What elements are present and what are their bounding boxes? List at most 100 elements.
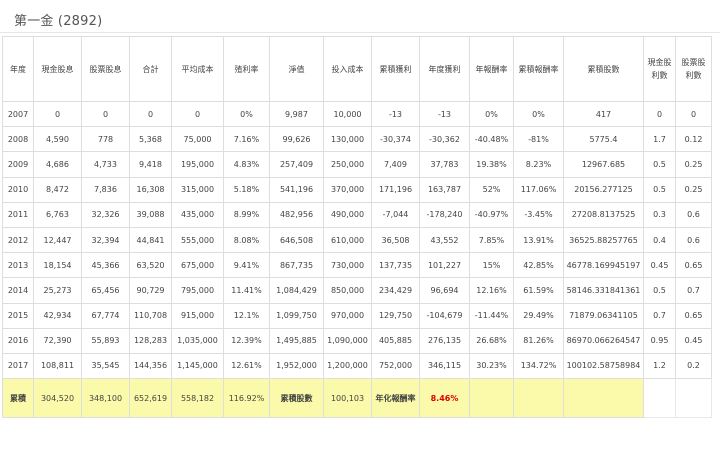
cell-cash-dividend: 8,472 — [33, 176, 82, 203]
col-header-cumulative-profit: 累積獲利 — [371, 36, 420, 102]
cell-stock-dividend: 55,893 — [81, 327, 130, 354]
cell-invested: 1,200,000 — [323, 352, 372, 380]
cell-avg-cost: 435,000 — [171, 201, 224, 228]
total-avg-cost: 558,182 — [171, 378, 224, 419]
cell-cumulative-shares: 36525.88257765 — [563, 226, 644, 254]
total-cash-dividend: 304,520 — [33, 378, 82, 419]
cell-annual-return: 7.85% — [469, 226, 514, 254]
cell-annual-return: 52% — [469, 176, 514, 203]
cell-stock-dividend-count: 0.25 — [675, 176, 712, 203]
cell-cumulative-return: -81% — [513, 126, 564, 153]
cell-cash-dividend-count: 0.4 — [643, 226, 676, 254]
cell-year: 2009 — [2, 151, 34, 178]
cell-invested: 850,000 — [323, 277, 372, 304]
cell-total: 16,308 — [129, 176, 172, 203]
cell-stock-dividend-count: 0 — [675, 100, 712, 128]
cell-total: 128,283 — [129, 327, 172, 354]
cell-stock-dividend: 32,394 — [81, 226, 130, 254]
cell-yield: 12.1% — [223, 302, 270, 329]
cell-cash-dividend: 4,590 — [33, 126, 82, 153]
cell-cash-dividend: 0 — [33, 100, 82, 128]
total-yield: 116.92% — [223, 378, 270, 419]
cell-annual-return: 26.68% — [469, 327, 514, 354]
cell-net-value: 257,409 — [269, 151, 324, 178]
total-shares-label: 累積股數 — [269, 378, 324, 419]
cell-annual-return: -11.44% — [469, 302, 514, 329]
cell-stock-dividend-count: 0.45 — [675, 327, 712, 354]
cell-total: 9,418 — [129, 151, 172, 178]
cell-cumulative-profit: 36,508 — [371, 226, 420, 254]
col-header-avg-cost: 平均成本 — [171, 36, 224, 102]
cell-cash-dividend: 4,686 — [33, 151, 82, 178]
total-empty-cell — [513, 378, 564, 419]
cell-cumulative-shares: 100102.58758984 — [563, 352, 644, 380]
cell-avg-cost: 0 — [171, 100, 224, 128]
cell-cumulative-profit: -30,374 — [371, 126, 420, 153]
total-annualized-label: 年化報酬率 — [371, 378, 420, 419]
cell-annual-return: 12.16% — [469, 277, 514, 304]
total-shares-value: 100,103 — [323, 378, 372, 419]
cell-stock-dividend: 778 — [81, 126, 130, 153]
cell-avg-cost: 1,035,000 — [171, 327, 224, 354]
cell-yield: 9.41% — [223, 252, 270, 279]
col-header-cumulative-shares: 累積股數 — [563, 36, 644, 102]
cell-yield: 7.16% — [223, 126, 270, 153]
cell-year: 2010 — [2, 176, 34, 203]
cell-total: 39,088 — [129, 201, 172, 228]
cell-cumulative-return: 42.85% — [513, 252, 564, 279]
cell-invested: 250,000 — [323, 151, 372, 178]
cell-annual-return: 15% — [469, 252, 514, 279]
cell-avg-cost: 915,000 — [171, 302, 224, 329]
total-stock-dividend: 348,100 — [81, 378, 130, 419]
cell-yield: 8.08% — [223, 226, 270, 254]
cell-cumulative-shares: 5775.4 — [563, 126, 644, 153]
cell-net-value: 1,099,750 — [269, 302, 324, 329]
cell-annual-profit: 163,787 — [419, 176, 470, 203]
table-row: 2017 108,811 35,545 144,356 1,145,000 12… — [2, 352, 712, 380]
table-row: 2015 42,934 67,774 110,708 915,000 12.1%… — [2, 302, 712, 329]
cell-total: 5,368 — [129, 126, 172, 153]
cell-year: 2014 — [2, 277, 34, 304]
cell-cash-dividend-count: 0.5 — [643, 176, 676, 203]
cell-cash-dividend-count: 0.95 — [643, 327, 676, 354]
cell-stock-dividend: 45,366 — [81, 252, 130, 279]
cell-cumulative-shares: 12967.685 — [563, 151, 644, 178]
cell-cash-dividend: 6,763 — [33, 201, 82, 228]
cell-cash-dividend: 42,934 — [33, 302, 82, 329]
cell-net-value: 867,735 — [269, 252, 324, 279]
cell-yield: 4.83% — [223, 151, 270, 178]
cell-annual-profit: 37,783 — [419, 151, 470, 178]
cell-net-value: 1,495,885 — [269, 327, 324, 354]
table-row: 2016 72,390 55,893 128,283 1,035,000 12.… — [2, 327, 712, 354]
cell-annual-return: -40.48% — [469, 126, 514, 153]
cell-stock-dividend: 32,326 — [81, 201, 130, 228]
page-title: 第一金 (2892) — [14, 14, 103, 29]
cell-cumulative-profit: -7,044 — [371, 201, 420, 228]
cell-annual-profit: -178,240 — [419, 201, 470, 228]
cell-avg-cost: 1,145,000 — [171, 352, 224, 380]
total-blank-cell — [675, 378, 712, 419]
cell-cash-dividend-count: 1.7 — [643, 126, 676, 153]
cell-invested: 1,090,000 — [323, 327, 372, 354]
cell-cumulative-shares: 417 — [563, 100, 644, 128]
cell-stock-dividend: 0 — [81, 100, 130, 128]
cell-stock-dividend-count: 0.6 — [675, 201, 712, 228]
cell-stock-dividend: 4,733 — [81, 151, 130, 178]
cell-avg-cost: 195,000 — [171, 151, 224, 178]
table-row: 2014 25,273 65,456 90,729 795,000 11.41%… — [2, 277, 712, 304]
cell-stock-dividend-count: 0.6 — [675, 226, 712, 254]
table-row: 2008 4,590 778 5,368 75,000 7.16% 99,626… — [2, 126, 712, 153]
cell-yield: 0% — [223, 100, 270, 128]
cell-invested: 730,000 — [323, 252, 372, 279]
cell-cumulative-profit: 137,735 — [371, 252, 420, 279]
cell-invested: 130,000 — [323, 126, 372, 153]
cell-cumulative-shares: 46778.169945197 — [563, 252, 644, 279]
cell-total: 44,841 — [129, 226, 172, 254]
cell-total: 110,708 — [129, 302, 172, 329]
cell-cash-dividend: 25,273 — [33, 277, 82, 304]
cell-yield: 12.61% — [223, 352, 270, 380]
cell-annual-profit: 101,227 — [419, 252, 470, 279]
table-row: 2012 12,447 32,394 44,841 555,000 8.08% … — [2, 226, 712, 254]
cell-total: 90,729 — [129, 277, 172, 304]
